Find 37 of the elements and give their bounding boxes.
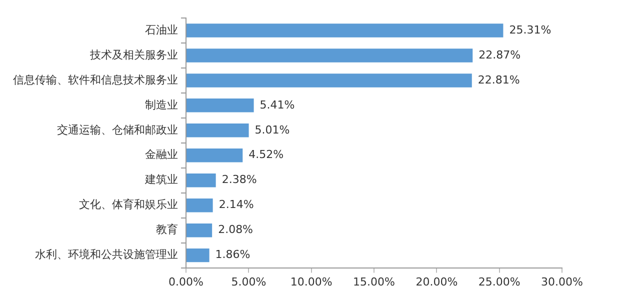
x-tick-label: 0.00%	[168, 275, 204, 288]
y-tick-label: 制造业	[145, 98, 178, 112]
x-tick-label: 15.00%	[353, 275, 395, 288]
data-label: 22.87%	[478, 48, 521, 62]
data-label: 2.14%	[218, 198, 254, 212]
y-tick-label: 建筑业	[144, 173, 178, 186]
bar	[186, 98, 254, 112]
x-tick-label: 10.00%	[290, 275, 332, 288]
y-tick-label: 信息传输、软件和信息技术服务业	[13, 73, 178, 86]
data-label: 4.52%	[248, 148, 284, 162]
bar	[186, 223, 212, 238]
data-label: 25.31%	[509, 23, 552, 36]
data-label: 2.08%	[218, 223, 254, 236]
y-tick-label: 交通运输、仓储和邮政业	[57, 123, 178, 136]
data-label: 5.41%	[260, 98, 295, 112]
y-tick-label: 技术及相关服务业	[89, 48, 178, 62]
bar	[186, 148, 243, 162]
y-tick-label: 石油业	[145, 23, 178, 36]
data-label: 2.38%	[222, 173, 257, 186]
x-tick-label: 20.00%	[416, 275, 458, 288]
x-tick-label: 5.00%	[231, 275, 266, 288]
data-label: 1.86%	[215, 248, 250, 262]
data-label: 22.81%	[478, 73, 520, 86]
y-tick-label: 水利、环境和公共设施管理业	[35, 248, 178, 262]
bar	[186, 174, 216, 188]
bar	[186, 74, 472, 88]
data-label: 5.01%	[254, 123, 290, 136]
x-tick-label: 30.00%	[541, 275, 583, 288]
y-tick-label: 金融业	[145, 148, 178, 162]
y-tick-label: 文化、体育和娱乐业	[79, 198, 178, 212]
bar	[186, 24, 504, 38]
bar	[186, 48, 473, 62]
y-tick-label: 教育	[156, 223, 178, 236]
bar	[186, 124, 249, 138]
bar	[186, 248, 210, 262]
bar	[186, 198, 213, 212]
x-tick-label: 25.00%	[478, 275, 520, 288]
